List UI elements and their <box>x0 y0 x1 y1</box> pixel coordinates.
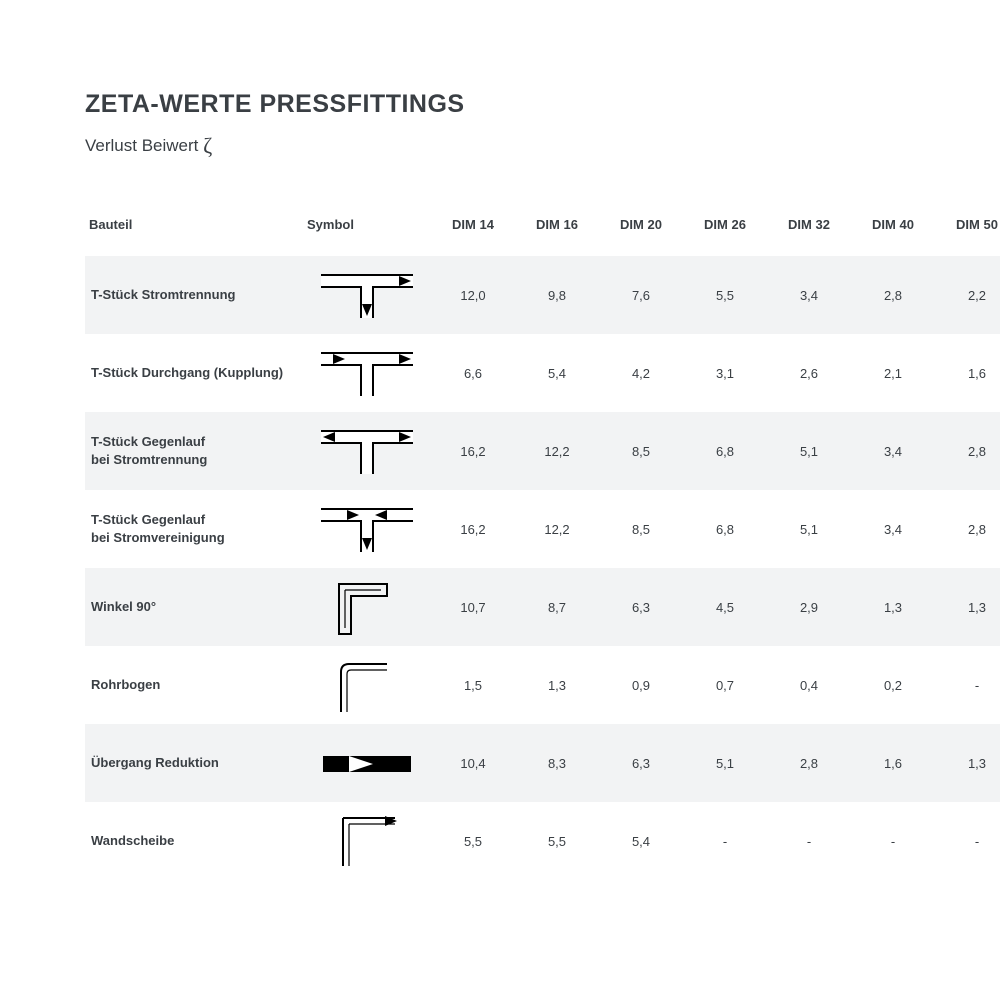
value-cell: 0,4 <box>767 646 851 724</box>
zeta-table: Bauteil Symbol DIM 14 DIM 16 DIM 20 DIM … <box>85 207 1000 880</box>
zeta-symbol: ζ <box>203 133 212 158</box>
value-cell: 5,4 <box>599 802 683 880</box>
reduction-icon <box>303 724 431 802</box>
value-cell: 4,2 <box>599 334 683 412</box>
value-cell: 0,2 <box>851 646 935 724</box>
table-row: Übergang Reduktion 10,48,36,35,12,81,61,3 <box>85 724 1000 802</box>
value-cell: 12,2 <box>515 412 599 490</box>
table-row: T-Stück Gegenlaufbei Stromvereinigung 16,… <box>85 490 1000 568</box>
row-name: Übergang Reduktion <box>85 724 303 802</box>
bend-icon <box>303 646 431 724</box>
row-name: Winkel 90° <box>85 568 303 646</box>
row-name: Wandscheibe <box>85 802 303 880</box>
value-cell: 1,3 <box>515 646 599 724</box>
value-cell: 7,6 <box>599 256 683 334</box>
value-cell: 12,0 <box>431 256 515 334</box>
value-cell: 2,8 <box>767 724 851 802</box>
col-dim-0: DIM 14 <box>431 207 515 256</box>
value-cell: - <box>767 802 851 880</box>
value-cell: 6,8 <box>683 412 767 490</box>
value-cell: 3,4 <box>851 490 935 568</box>
row-name: Rohrbogen <box>85 646 303 724</box>
value-cell: 10,7 <box>431 568 515 646</box>
table-row: T-Stück Durchgang (Kupplung) 6,65,44,23,1… <box>85 334 1000 412</box>
table-row: T-Stück Stromtrennung 12,09,87,65,53,42,8… <box>85 256 1000 334</box>
value-cell: 5,1 <box>683 724 767 802</box>
value-cell: 2,2 <box>935 256 1000 334</box>
value-cell: 1,3 <box>935 724 1000 802</box>
value-cell: 5,5 <box>683 256 767 334</box>
col-bauteil: Bauteil <box>85 207 303 256</box>
value-cell: 0,7 <box>683 646 767 724</box>
t-through-icon <box>303 334 431 412</box>
value-cell: - <box>935 646 1000 724</box>
t-counter-split-icon <box>303 412 431 490</box>
row-name: T-Stück Gegenlaufbei Stromvereinigung <box>85 490 303 568</box>
value-cell: - <box>851 802 935 880</box>
value-cell: 5,1 <box>767 412 851 490</box>
value-cell: - <box>935 802 1000 880</box>
value-cell: 8,5 <box>599 412 683 490</box>
subtitle-prefix: Verlust Beiwert <box>85 136 203 155</box>
col-dim-2: DIM 20 <box>599 207 683 256</box>
value-cell: 10,4 <box>431 724 515 802</box>
row-name: T-Stück Durchgang (Kupplung) <box>85 334 303 412</box>
t-counter-merge-icon <box>303 490 431 568</box>
value-cell: 5,4 <box>515 334 599 412</box>
elbow-90-icon <box>303 568 431 646</box>
table-row: T-Stück Gegenlaufbei Stromtrennung 16,212… <box>85 412 1000 490</box>
value-cell: 5,5 <box>431 802 515 880</box>
value-cell: 2,6 <box>767 334 851 412</box>
value-cell: 6,3 <box>599 568 683 646</box>
value-cell: 2,8 <box>935 412 1000 490</box>
col-dim-3: DIM 26 <box>683 207 767 256</box>
subtitle: Verlust Beiwert ζ <box>85 133 945 159</box>
col-dim-6: DIM 50 <box>935 207 1000 256</box>
table-row: Winkel 90°10,78,76,34,52,91,31,3 <box>85 568 1000 646</box>
value-cell: 1,6 <box>851 724 935 802</box>
value-cell: 1,3 <box>851 568 935 646</box>
value-cell: 8,3 <box>515 724 599 802</box>
value-cell: 1,3 <box>935 568 1000 646</box>
page-title: ZETA-WERTE PRESSFITTINGS <box>85 90 945 119</box>
value-cell: 2,8 <box>935 490 1000 568</box>
value-cell: 1,5 <box>431 646 515 724</box>
header-row: Bauteil Symbol DIM 14 DIM 16 DIM 20 DIM … <box>85 207 1000 256</box>
row-name: T-Stück Stromtrennung <box>85 256 303 334</box>
value-cell: 3,4 <box>851 412 935 490</box>
wall-plate-icon <box>303 802 431 880</box>
value-cell: 8,7 <box>515 568 599 646</box>
value-cell: - <box>683 802 767 880</box>
col-dim-4: DIM 32 <box>767 207 851 256</box>
table-row: Rohrbogen 1,51,30,90,70,40,2- <box>85 646 1000 724</box>
value-cell: 5,5 <box>515 802 599 880</box>
value-cell: 2,8 <box>851 256 935 334</box>
value-cell: 9,8 <box>515 256 599 334</box>
value-cell: 8,5 <box>599 490 683 568</box>
value-cell: 2,1 <box>851 334 935 412</box>
col-dim-5: DIM 40 <box>851 207 935 256</box>
value-cell: 3,1 <box>683 334 767 412</box>
value-cell: 16,2 <box>431 490 515 568</box>
value-cell: 6,3 <box>599 724 683 802</box>
value-cell: 2,9 <box>767 568 851 646</box>
table-row: Wandscheibe5,55,55,4---- <box>85 802 1000 880</box>
value-cell: 6,6 <box>431 334 515 412</box>
value-cell: 5,1 <box>767 490 851 568</box>
value-cell: 16,2 <box>431 412 515 490</box>
value-cell: 3,4 <box>767 256 851 334</box>
value-cell: 12,2 <box>515 490 599 568</box>
value-cell: 1,6 <box>935 334 1000 412</box>
row-name: T-Stück Gegenlaufbei Stromtrennung <box>85 412 303 490</box>
value-cell: 4,5 <box>683 568 767 646</box>
value-cell: 0,9 <box>599 646 683 724</box>
col-dim-1: DIM 16 <box>515 207 599 256</box>
col-symbol: Symbol <box>303 207 431 256</box>
t-split-down-icon <box>303 256 431 334</box>
value-cell: 6,8 <box>683 490 767 568</box>
